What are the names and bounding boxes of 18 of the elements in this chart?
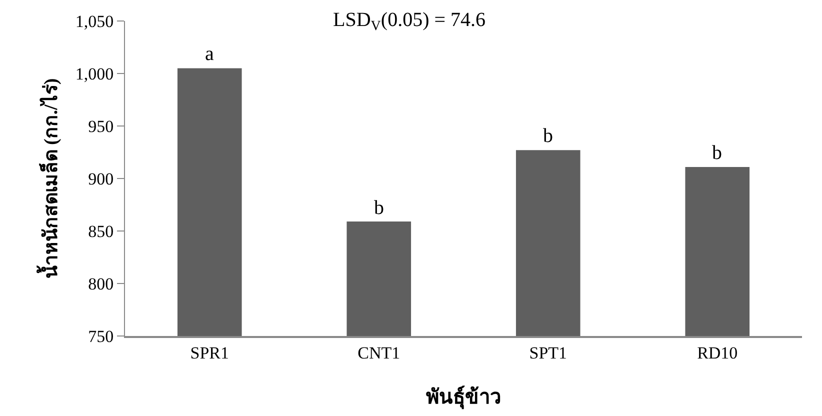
- x-tick-label: RD10: [697, 343, 738, 362]
- y-tick-label: 800: [88, 274, 114, 294]
- annotation: b: [712, 142, 722, 164]
- annotation: LSD$_{V}$(0.05) = 74.6: [333, 9, 486, 34]
- annotation: a: [205, 43, 214, 65]
- x-tick-label: SPT1: [529, 343, 568, 362]
- x-tick-label: SPR1: [190, 343, 230, 362]
- y-tick-label: 1,050: [75, 12, 114, 31]
- x-axis-title: พันธุ์ข้าว: [426, 385, 501, 410]
- y-tick-label: 900: [88, 169, 114, 188]
- y-tick-label: 850: [88, 222, 114, 241]
- annotation: b: [374, 197, 384, 219]
- x-tick-label: CNT1: [358, 343, 400, 362]
- annotation: b: [543, 125, 553, 147]
- y-tick-label: 1,000: [75, 64, 114, 84]
- y-tick-label: 950: [88, 116, 114, 136]
- y-axis-title: น้ำหนักสดเมล็ด (กก./ไร่): [36, 78, 62, 279]
- y-tick-label: 750: [88, 326, 114, 346]
